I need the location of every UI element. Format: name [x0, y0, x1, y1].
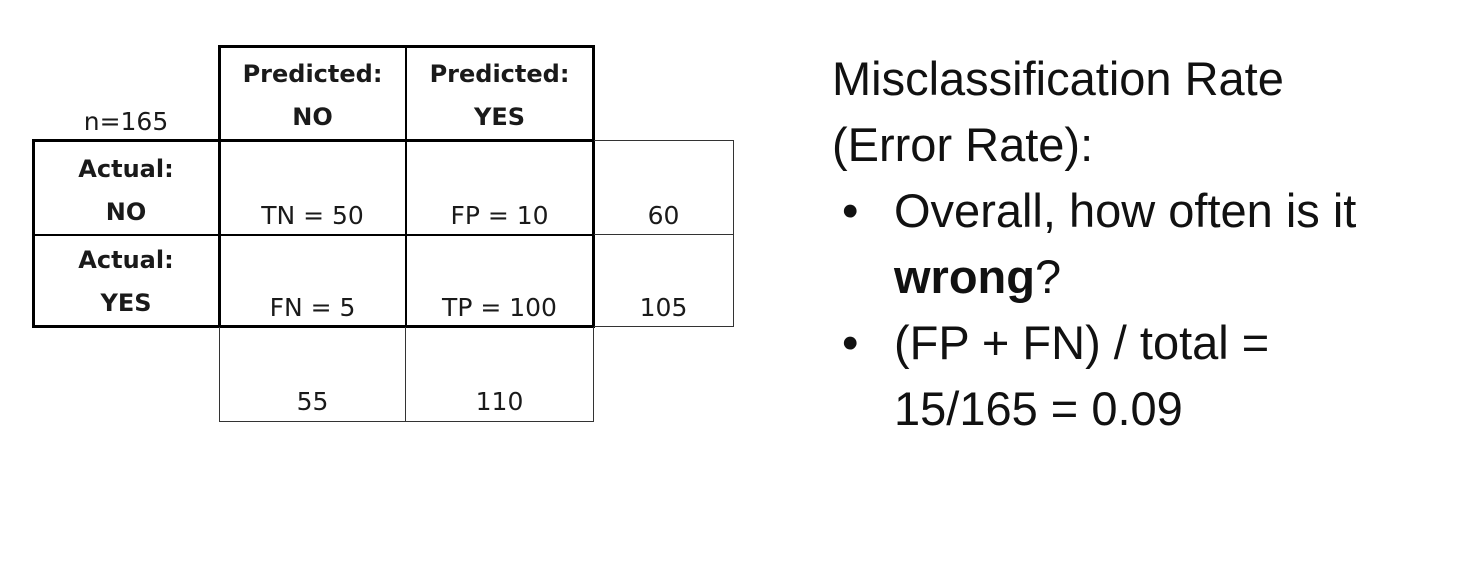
matrix-border: [218, 45, 221, 328]
bullet1-end: ?: [1034, 250, 1062, 303]
totals-border: [405, 327, 406, 422]
totals-border: [219, 421, 594, 422]
totals-border: [594, 140, 734, 141]
totals-border: [219, 327, 220, 422]
bullet-formula: • (FP + FN) / total = 15/165 = 0.09: [832, 310, 1452, 442]
row-header-actual-no: Actual: NO: [78, 155, 174, 226]
bullet-dot-icon: •: [842, 184, 859, 237]
cell-true-positive: TP = 100: [442, 293, 557, 322]
bullet-dot-icon: •: [842, 316, 859, 369]
matrix-gridline: [32, 234, 594, 236]
cell-false-negative: FN = 5: [269, 293, 356, 322]
explanation-title-line2: (Error Rate):: [832, 118, 1094, 171]
explanation-title-line1: Misclassification Rate: [832, 52, 1284, 105]
bullet2-line1: (FP + FN) / total =: [894, 316, 1270, 369]
row-total-no: 60: [647, 201, 680, 230]
matrix-gridline: [405, 45, 407, 328]
cell-false-positive: FP = 10: [450, 201, 549, 230]
totals-border: [594, 234, 734, 235]
bullet-overall-wrong: • Overall, how often is it wrong?: [832, 178, 1452, 310]
cell-true-negative: TN = 50: [261, 201, 364, 230]
totals-border: [733, 140, 734, 327]
col-header-predicted-no: Predicted: NO: [242, 60, 383, 131]
bullet1-line2: wrong?: [894, 244, 1452, 310]
n-label: n=165: [83, 107, 169, 136]
matrix-border: [32, 139, 35, 328]
bullet2-line2: 15/165 = 0.09: [894, 382, 1183, 435]
col-header-predicted-yes: Predicted: YES: [429, 60, 570, 131]
col-total-yes: 110: [475, 387, 524, 416]
row-header-actual-yes: Actual: YES: [78, 246, 174, 317]
matrix-border: [592, 45, 595, 328]
bullet1-line1: Overall, how often is it: [894, 184, 1357, 237]
matrix-border: [32, 139, 594, 142]
bullet1-bold-word: wrong: [894, 250, 1035, 303]
totals-border: [593, 327, 594, 422]
misclassification-explanation: Misclassification Rate (Error Rate): • O…: [832, 46, 1452, 442]
totals-border: [594, 326, 734, 327]
matrix-border: [32, 325, 594, 328]
col-total-no: 55: [296, 387, 329, 416]
row-total-yes: 105: [639, 293, 688, 322]
